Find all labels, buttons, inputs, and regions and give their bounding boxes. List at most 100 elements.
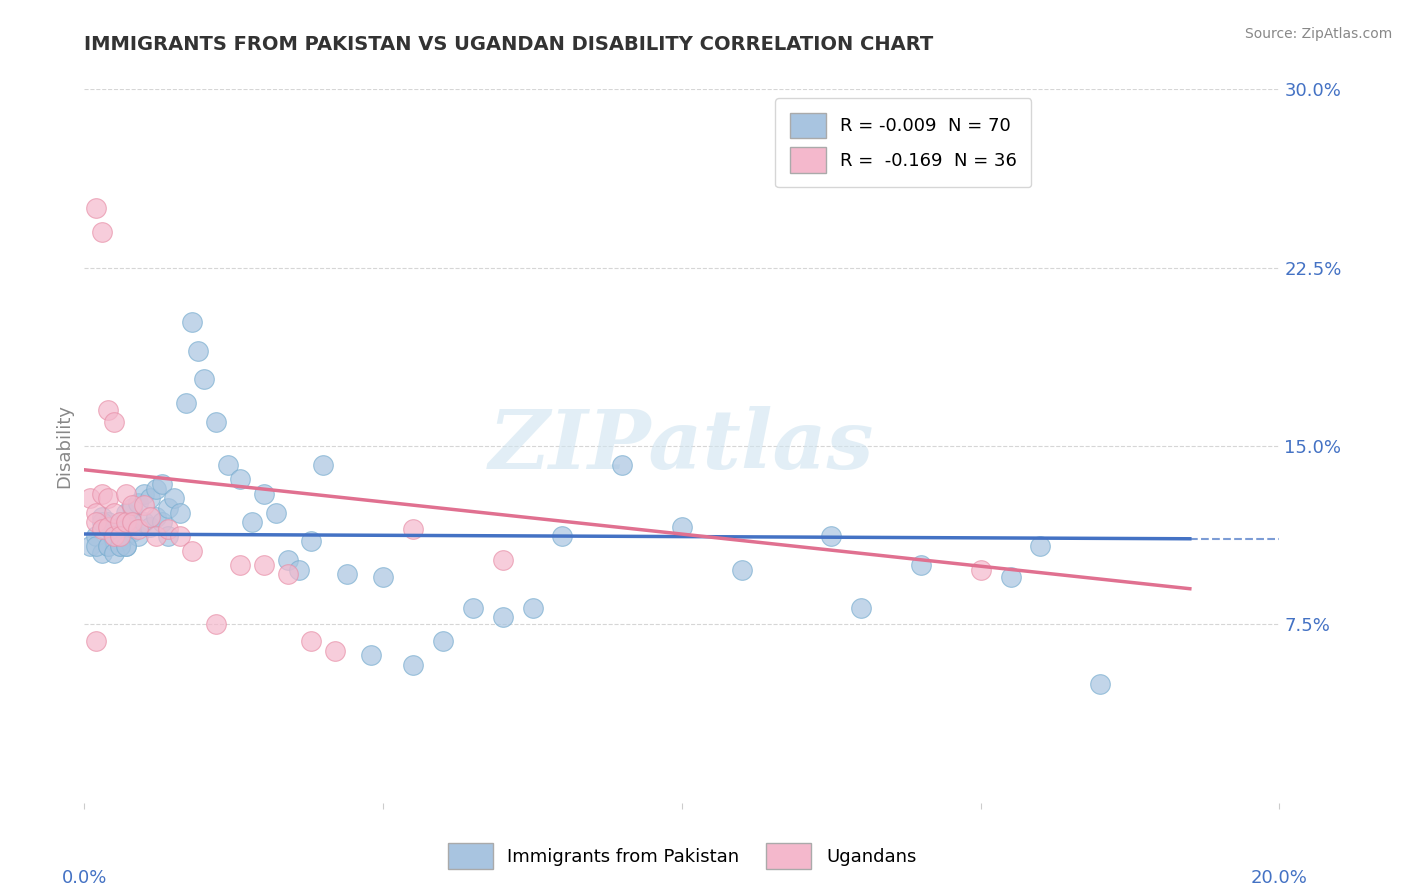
Point (121, 499, 143, 513)
Point (157, 529, 180, 543)
Point (174, 396, 197, 410)
Point (115, 539, 138, 553)
Point (820, 529, 842, 543)
Text: IMMIGRANTS FROM PAKISTAN VS UGANDAN DISABILITY CORRELATION CHART: IMMIGRANTS FROM PAKISTAN VS UGANDAN DISA… (84, 35, 934, 54)
Point (301, 634, 323, 648)
Point (103, 529, 125, 543)
Point (91, 522, 114, 536)
Point (253, 558, 276, 572)
Point (97, 520, 120, 534)
Point (139, 510, 162, 524)
Point (97, 403, 120, 417)
Point (371, 570, 394, 584)
Point (97, 491, 120, 506)
Point (1090, 677, 1112, 691)
Point (551, 529, 574, 543)
Point (115, 539, 138, 553)
Point (127, 529, 149, 543)
Point (97, 539, 120, 553)
Point (402, 657, 425, 672)
Point (205, 415, 228, 429)
Point (132, 499, 156, 513)
Point (288, 563, 311, 577)
Point (79, 539, 101, 553)
Text: Source: ZipAtlas.com: Source: ZipAtlas.com (1244, 27, 1392, 41)
Point (103, 546, 125, 560)
Point (145, 529, 167, 543)
Point (157, 500, 180, 515)
Point (127, 522, 149, 536)
Point (86, 539, 108, 553)
Point (97, 515, 120, 529)
Point (115, 529, 138, 543)
Point (323, 643, 347, 657)
Point (312, 458, 335, 472)
Point (110, 539, 132, 553)
Point (277, 567, 299, 582)
Point (157, 522, 180, 536)
Point (145, 482, 167, 496)
Point (103, 522, 125, 536)
Point (103, 506, 125, 520)
Point (121, 500, 143, 515)
Point (115, 515, 138, 529)
Point (110, 539, 132, 553)
Point (91, 546, 114, 560)
Point (228, 558, 252, 572)
Point (132, 515, 156, 529)
Point (110, 515, 132, 529)
Point (277, 553, 299, 567)
Point (432, 634, 454, 648)
Point (103, 534, 125, 549)
Point (79, 491, 101, 506)
Point (86, 201, 108, 215)
Point (461, 600, 484, 615)
Point (86, 529, 108, 543)
Point (132, 486, 156, 500)
Point (849, 600, 872, 615)
Point (91, 486, 114, 500)
Point (731, 563, 754, 577)
Point (91, 510, 114, 524)
Point (163, 491, 186, 506)
Point (522, 600, 544, 615)
Text: 20.0%: 20.0% (1251, 870, 1308, 888)
Point (180, 315, 204, 329)
Point (402, 522, 425, 536)
Point (492, 610, 515, 624)
Point (610, 458, 633, 472)
Point (970, 563, 993, 577)
Point (187, 343, 209, 358)
Point (336, 567, 359, 582)
Point (91, 515, 114, 529)
Point (103, 529, 125, 543)
Point (360, 648, 382, 663)
Point (139, 520, 162, 534)
Point (97, 539, 120, 553)
Text: 0.0%: 0.0% (62, 870, 107, 888)
Point (671, 520, 693, 534)
Point (103, 415, 125, 429)
Point (115, 506, 138, 520)
Point (205, 617, 228, 632)
Point (240, 515, 263, 529)
Point (253, 486, 276, 500)
Point (121, 524, 143, 539)
Point (127, 496, 149, 510)
Point (301, 534, 323, 549)
Point (1000, 570, 1022, 584)
Point (115, 486, 138, 500)
Point (145, 510, 167, 524)
Point (110, 529, 132, 543)
Point (86, 634, 108, 648)
Point (193, 372, 215, 386)
Point (86, 515, 108, 529)
Point (264, 506, 287, 520)
Point (228, 472, 252, 486)
Point (910, 558, 932, 572)
Text: ZIPatlas: ZIPatlas (489, 406, 875, 486)
Point (86, 506, 108, 520)
Point (110, 520, 132, 534)
Point (169, 529, 191, 543)
Point (217, 458, 239, 472)
